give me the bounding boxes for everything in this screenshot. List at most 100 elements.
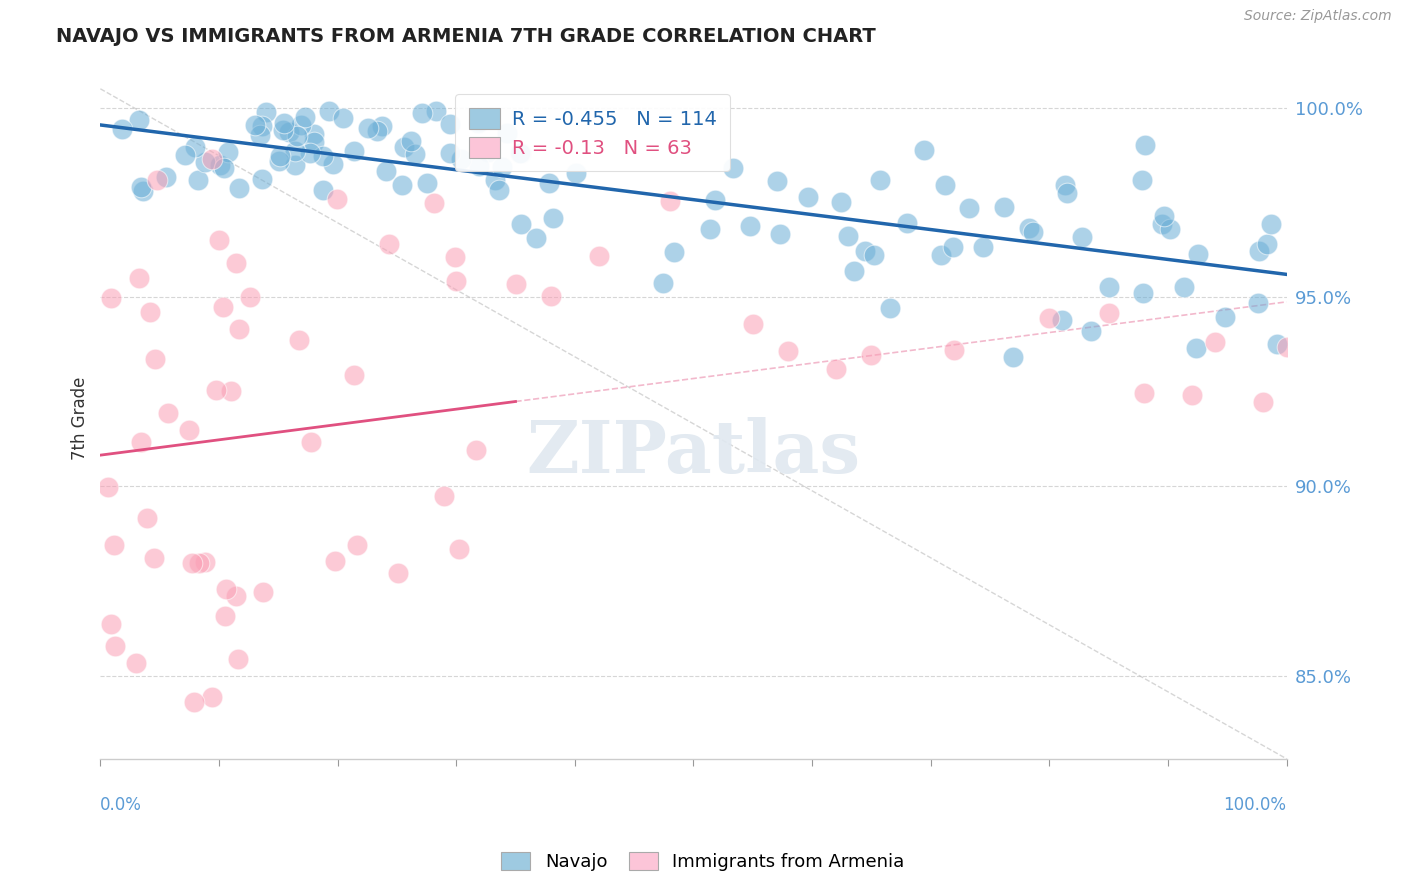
Point xyxy=(343,144,366,158)
Point xyxy=(564,166,586,180)
Point xyxy=(194,155,217,169)
Point xyxy=(128,113,150,128)
Point xyxy=(194,555,217,569)
Point xyxy=(212,300,235,314)
Point xyxy=(228,322,250,336)
Point xyxy=(509,145,531,160)
Point xyxy=(538,176,561,190)
Point xyxy=(1080,324,1102,338)
Point xyxy=(541,211,564,226)
Point xyxy=(318,104,340,119)
Point xyxy=(439,117,461,131)
Point xyxy=(221,384,243,398)
Point xyxy=(993,200,1015,214)
Text: ZIPatlas: ZIPatlas xyxy=(526,417,860,488)
Point xyxy=(143,351,166,366)
Point xyxy=(664,245,686,260)
Point xyxy=(509,218,531,232)
Point xyxy=(957,201,980,215)
Point xyxy=(323,554,346,568)
Point xyxy=(103,538,125,552)
Point xyxy=(142,551,165,566)
Point xyxy=(312,149,335,163)
Point xyxy=(187,173,209,187)
Point xyxy=(267,154,290,169)
Point xyxy=(136,510,159,524)
Point xyxy=(1038,310,1060,325)
Point xyxy=(423,195,446,210)
Point xyxy=(768,227,790,242)
Point xyxy=(444,274,467,288)
Legend: R = -0.455   N = 114, R = -0.13   N = 63: R = -0.455 N = 114, R = -0.13 N = 63 xyxy=(456,94,730,171)
Point xyxy=(273,115,295,129)
Point xyxy=(357,120,380,135)
Point xyxy=(912,143,935,157)
Point xyxy=(252,119,274,133)
Point xyxy=(1246,296,1268,310)
Point xyxy=(346,538,368,552)
Point xyxy=(869,173,891,187)
Point xyxy=(1204,335,1226,350)
Point xyxy=(1184,341,1206,355)
Point xyxy=(699,222,721,236)
Point xyxy=(524,231,547,245)
Y-axis label: 7th Grade: 7th Grade xyxy=(72,376,89,459)
Point xyxy=(375,164,398,178)
Point xyxy=(217,145,239,159)
Point xyxy=(1054,178,1077,192)
Point xyxy=(288,333,311,347)
Point xyxy=(824,362,846,376)
Point xyxy=(129,179,152,194)
Point xyxy=(1260,217,1282,231)
Point xyxy=(387,566,409,581)
Point xyxy=(1130,172,1153,186)
Point xyxy=(411,105,433,120)
Point xyxy=(505,277,527,291)
Point xyxy=(100,616,122,631)
Point xyxy=(1135,138,1157,153)
Point xyxy=(540,289,562,303)
Point xyxy=(214,608,236,623)
Point xyxy=(860,348,883,362)
Point xyxy=(1150,217,1173,231)
Point xyxy=(284,158,307,172)
Point xyxy=(1247,244,1270,259)
Point xyxy=(797,190,820,204)
Point xyxy=(1181,388,1204,402)
Point xyxy=(477,145,499,160)
Point xyxy=(249,128,271,142)
Point xyxy=(271,123,294,137)
Point xyxy=(378,236,401,251)
Point xyxy=(416,177,439,191)
Point xyxy=(157,406,180,420)
Point xyxy=(294,110,316,124)
Point xyxy=(488,183,510,197)
Point xyxy=(468,159,491,173)
Point xyxy=(278,125,301,139)
Point xyxy=(765,174,787,188)
Point xyxy=(942,240,965,254)
Point xyxy=(97,480,120,494)
Point xyxy=(862,248,884,262)
Point xyxy=(425,103,447,118)
Point xyxy=(225,256,247,270)
Point xyxy=(146,173,169,187)
Point xyxy=(304,127,326,141)
Point xyxy=(269,149,291,163)
Point xyxy=(104,639,127,653)
Point xyxy=(1018,221,1040,235)
Point xyxy=(1265,336,1288,351)
Point xyxy=(404,146,426,161)
Point xyxy=(371,120,394,134)
Point xyxy=(226,652,249,666)
Point xyxy=(447,542,470,557)
Point xyxy=(467,116,489,130)
Point xyxy=(896,216,918,230)
Point xyxy=(299,435,322,450)
Point xyxy=(125,657,148,671)
Point xyxy=(1187,246,1209,260)
Point xyxy=(290,118,312,132)
Point xyxy=(208,234,231,248)
Point xyxy=(1133,386,1156,401)
Point xyxy=(830,194,852,209)
